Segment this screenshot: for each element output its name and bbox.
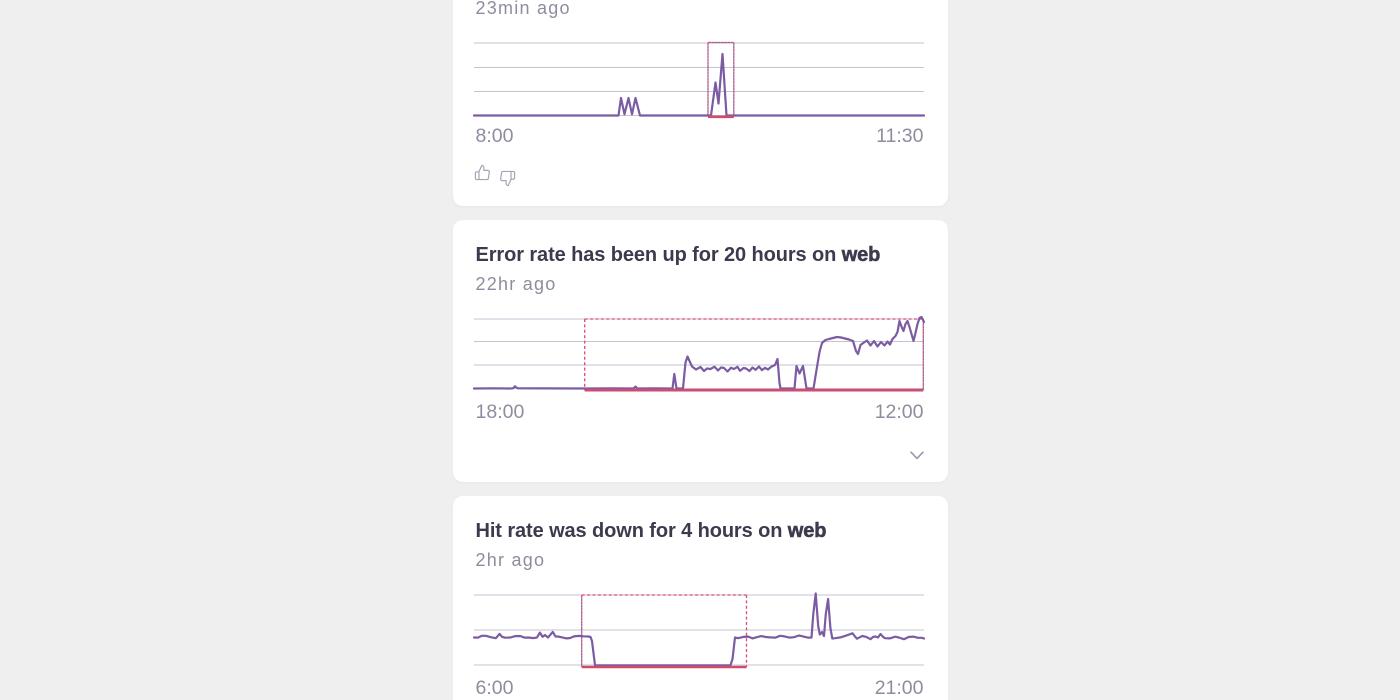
alert-title-text: Error rate has been up for 20 hours on: [475, 243, 842, 266]
x-axis-end-label: 21:00: [874, 677, 924, 699]
alert-timestamp: 2hr ago: [475, 549, 546, 570]
alert-timestamp: 22hr ago: [475, 273, 557, 294]
alert-title-service: web: [787, 519, 827, 542]
alert-title: Hit rate was down for 4 hours on web: [476, 518, 925, 544]
chart-x-axis: 18:00 12:00: [476, 399, 924, 425]
alert-card-3: Hit rate was down for 4 hours on web 2hr…: [452, 496, 948, 700]
alert-card-feed: 23min ago 8:00 11:30 Error rate has been…: [452, 0, 948, 700]
alert-title-text: Hit rate was down for 4 hours on: [475, 519, 788, 542]
x-axis-start-label: 8:00: [475, 125, 514, 147]
thumbs-up-button[interactable]: [474, 164, 491, 181]
x-axis-end-label: 12:00: [874, 401, 924, 423]
anomaly-chart: [472, 592, 925, 669]
alert-timestamp: 23min ago: [475, 0, 571, 18]
alert-card-1: 23min ago 8:00 11:30: [452, 0, 948, 206]
x-axis-start-label: 6:00: [475, 677, 514, 699]
x-axis-end-label: 11:30: [876, 125, 924, 147]
anomaly-chart: [472, 315, 925, 392]
thumbs-down-button[interactable]: [499, 170, 516, 187]
anomaly-chart: [472, 41, 925, 119]
alert-title: Error rate has been up for 20 hours on w…: [476, 242, 925, 268]
alert-card-2: Error rate has been up for 20 hours on w…: [452, 220, 948, 482]
chart-x-axis: 8:00 11:30: [476, 123, 924, 149]
expand-card-button[interactable]: [909, 450, 924, 460]
alert-title-service: web: [841, 243, 881, 266]
thumbs-down-icon: [500, 170, 516, 187]
chart-x-axis: 6:00 21:00: [476, 675, 924, 700]
x-axis-start-label: 18:00: [475, 401, 525, 423]
thumbs-up-icon: [474, 164, 490, 180]
chevron-down-icon: [909, 450, 924, 459]
